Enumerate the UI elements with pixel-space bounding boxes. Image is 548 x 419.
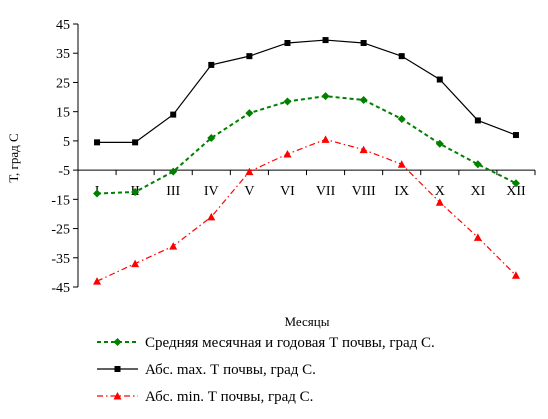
legend-item-max: Абс. max. Т почвы, град С. (97, 362, 316, 378)
data-point (169, 167, 178, 176)
data-point (207, 133, 216, 142)
y-tick-label: 25 (56, 76, 70, 91)
legend-label: Средняя месячная и годовая Т почвы, град… (145, 335, 435, 351)
y-tick-label: 45 (56, 18, 70, 33)
y-tick-label: -15 (51, 193, 70, 208)
series-line-min (96, 138, 517, 282)
x-tick-label: IX (394, 184, 409, 199)
data-point (131, 188, 140, 197)
series-max (94, 37, 519, 146)
data-point (94, 139, 101, 146)
data-point (360, 39, 367, 46)
data-point (245, 109, 254, 118)
data-point (246, 53, 253, 60)
data-point (435, 139, 444, 148)
x-tick-label: VII (316, 184, 336, 199)
data-point (169, 242, 178, 250)
data-point (473, 160, 482, 169)
legend-label: Абс. min. Т почвы, град С. (145, 389, 313, 405)
y-axis-title: Т, град С (6, 133, 21, 182)
series-layer (93, 37, 520, 285)
x-tick-label: VI (280, 184, 295, 199)
data-point (473, 233, 482, 241)
legend-marker (113, 338, 122, 346)
data-point (283, 97, 292, 106)
data-point (207, 212, 216, 221)
x-tick-label: III (166, 184, 180, 199)
series-line-max (97, 39, 517, 143)
data-point (397, 114, 406, 123)
data-point (398, 53, 405, 60)
data-point (208, 61, 215, 68)
y-tick-labels: 45 35 25 15 5 -5 -15 -25 -35 -45 (51, 18, 70, 296)
data-point (359, 95, 368, 104)
data-point (93, 189, 102, 198)
y-tick-label: 5 (63, 135, 70, 150)
data-point (284, 39, 291, 46)
x-tick-label: V (244, 184, 254, 199)
data-point (131, 259, 140, 268)
data-point (322, 37, 329, 44)
x-tick-label: VIII (352, 184, 376, 199)
data-point (474, 117, 481, 124)
data-point (397, 160, 406, 168)
y-tick-label: 15 (56, 106, 70, 121)
data-point (132, 139, 139, 146)
data-point (511, 179, 520, 188)
data-point (435, 198, 444, 206)
x-tick-label: IV (204, 184, 219, 199)
data-point (512, 132, 519, 139)
axes (73, 23, 536, 288)
data-point (321, 135, 330, 143)
y-tick-label: -35 (51, 252, 70, 267)
data-point (436, 76, 443, 83)
data-point (245, 167, 254, 176)
data-point (170, 111, 177, 118)
legend-marker (113, 392, 122, 400)
y-tick-label: -45 (51, 281, 70, 296)
legend-label: Абс. max. Т почвы, град С. (145, 362, 316, 378)
data-point (283, 150, 292, 158)
data-point (93, 277, 102, 285)
legend-item-min: Абс. min. Т почвы, град С. (97, 389, 313, 405)
series-line-mean (97, 95, 517, 195)
x-tick-label: X (435, 184, 445, 199)
x-tick-label: XII (506, 184, 526, 199)
legend-item-mean: Средняя месячная и годовая Т почвы, град… (97, 335, 435, 351)
data-point (359, 145, 368, 154)
legend-marker (114, 366, 121, 372)
y-tick-label: 35 (56, 47, 70, 62)
x-tick-label: XI (470, 184, 485, 199)
x-tick-labels: IIIIIIIVVVIVIIVIIIIXXXIXII (95, 184, 526, 199)
data-point (511, 271, 520, 279)
y-tick-label: -25 (51, 223, 70, 238)
legend: Средняя месячная и годовая Т почвы, град… (97, 335, 435, 405)
y-tick-label: -5 (58, 164, 70, 179)
series-min (93, 135, 520, 285)
series-mean (93, 92, 520, 198)
x-axis-title: Месяцы (285, 314, 330, 329)
data-point (321, 92, 330, 101)
